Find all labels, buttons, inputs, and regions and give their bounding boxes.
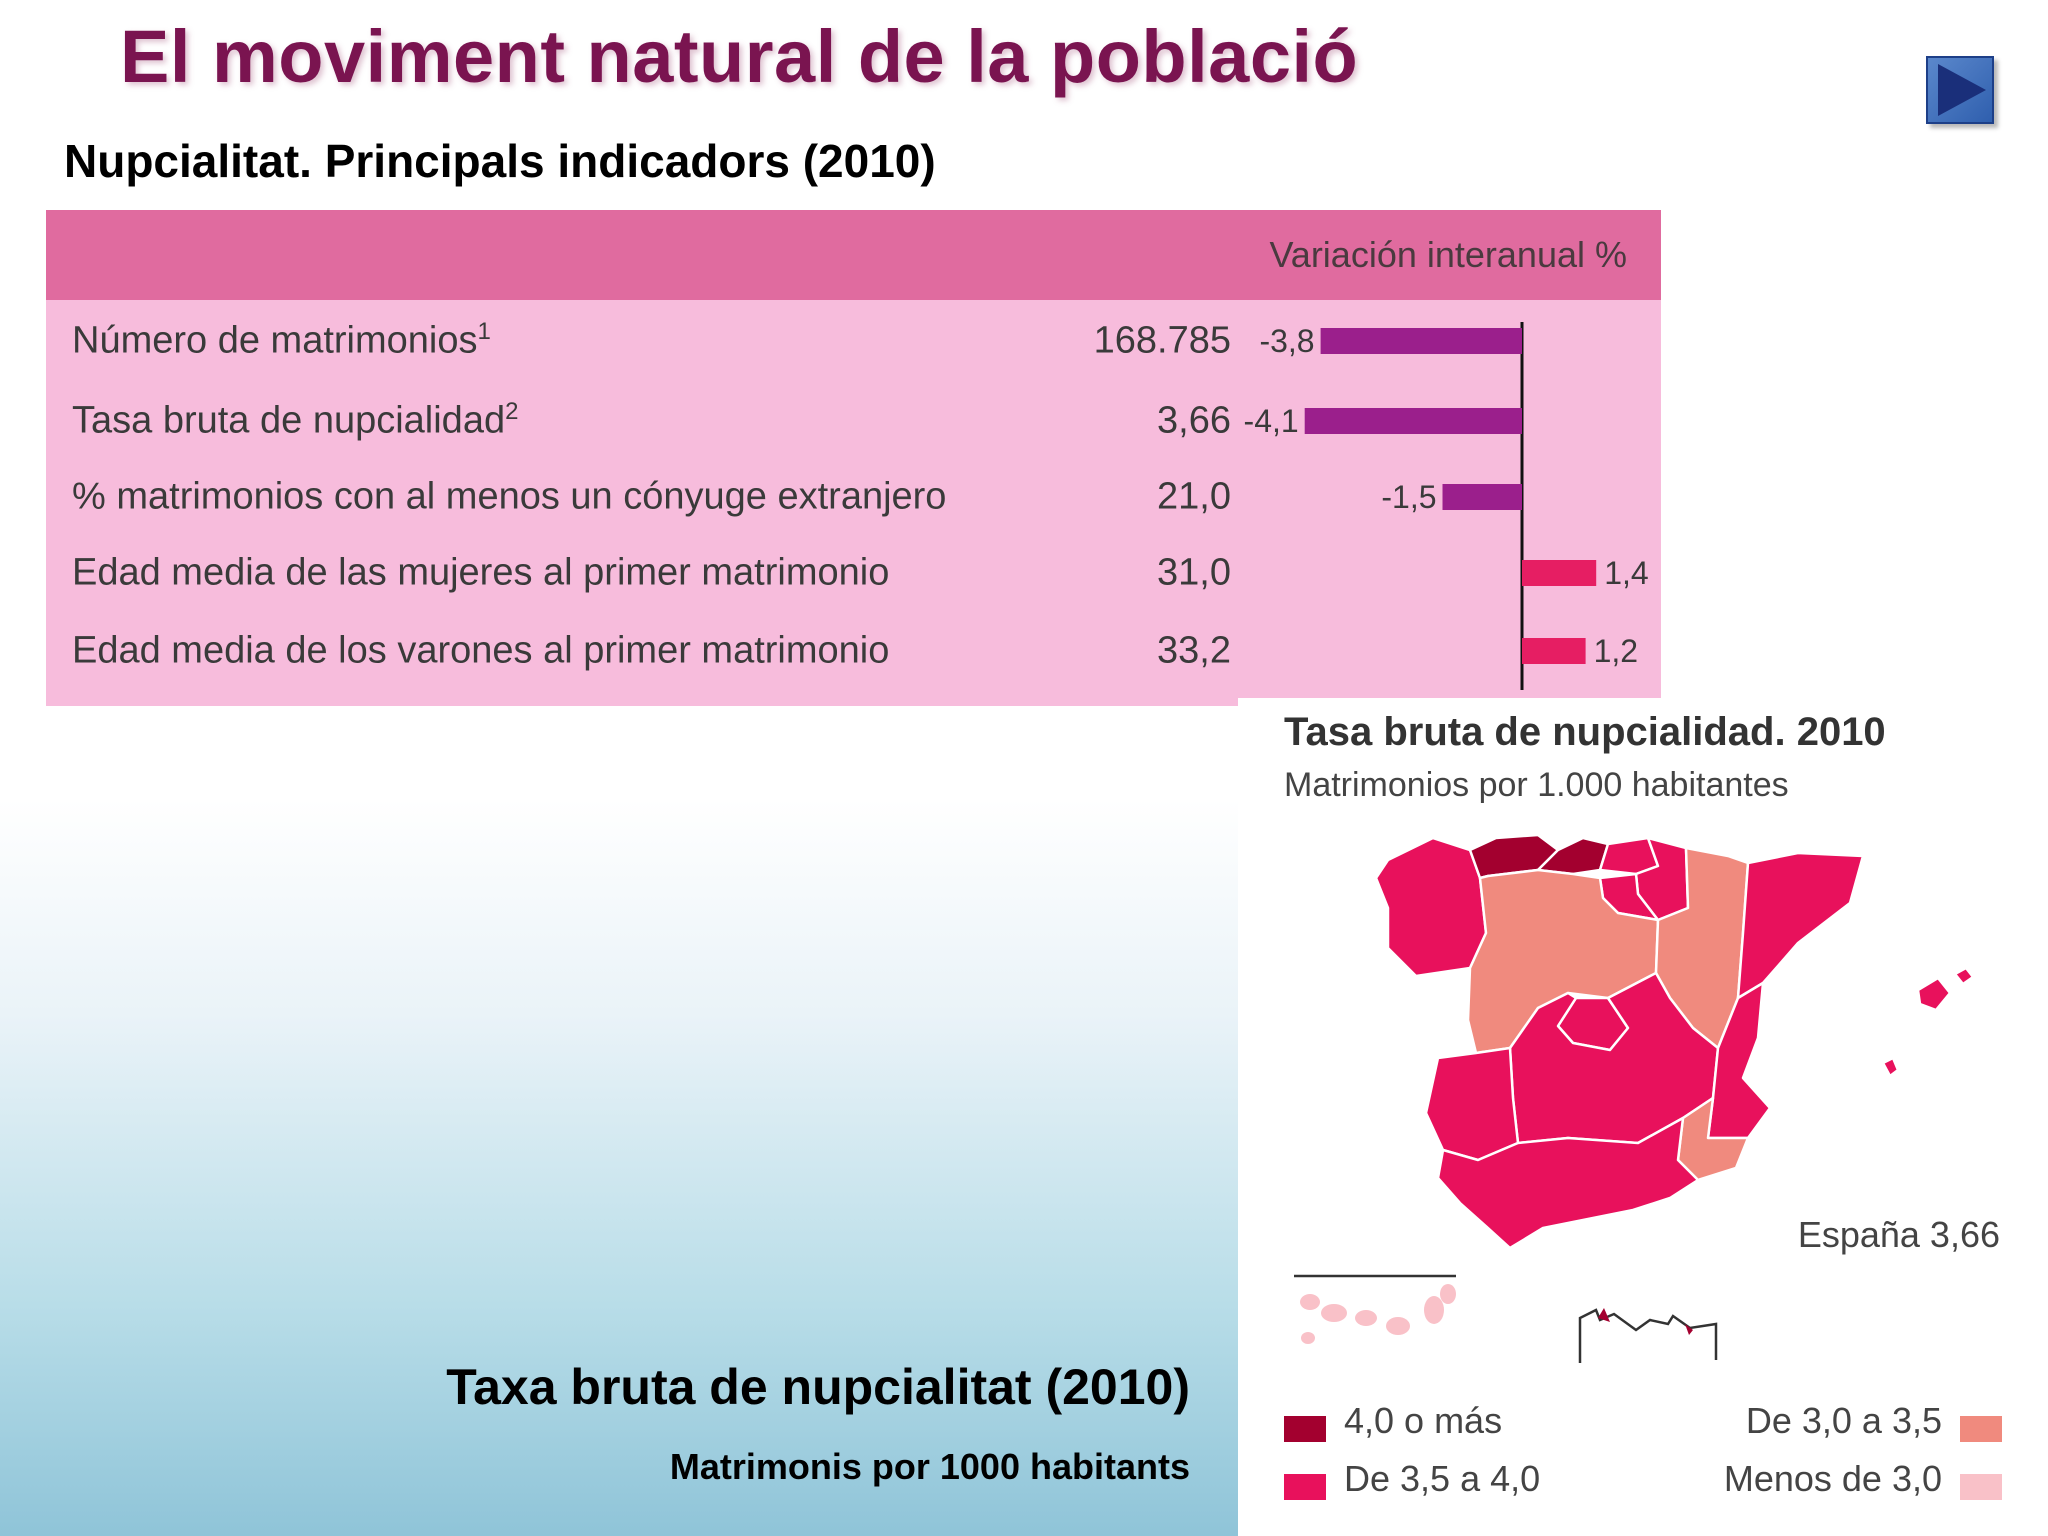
region-extremadura: [1424, 1046, 1520, 1162]
legend-label: De 3,0 a 3,5: [1745, 1400, 1942, 1441]
table-header-label: Variación interanual %: [1269, 234, 1627, 275]
row-value: 3,66: [1157, 399, 1231, 442]
region-canarias: [1300, 1284, 1456, 1344]
play-next-icon: [1938, 64, 1986, 116]
bar-data-label: -1,5: [1381, 479, 1436, 515]
variation-bar: [1522, 638, 1586, 664]
table-subtitle: Nupcialitat. Principals indicadors (2010…: [64, 135, 936, 187]
row-label: Edad media de los varones al primer matr…: [72, 629, 890, 672]
variation-bar: [1442, 484, 1522, 510]
variation-bar-chart: -3,8 -4,1 -1,5 1,4 1,2: [1244, 322, 1649, 690]
row-label: Tasa bruta de nupcialidad2: [72, 397, 519, 442]
region-valencia: [1706, 981, 1772, 1140]
indicators-table: Variación interanual % Número de matrimo…: [46, 210, 1661, 706]
bar-data-label: -3,8: [1259, 323, 1314, 359]
bar-data-label: 1,2: [1594, 633, 1638, 669]
variation-bar: [1320, 328, 1522, 354]
legend-label: Menos de 3,0: [1723, 1458, 1942, 1499]
map-panel: Tasa bruta de nupcialidad. 2010 Matrimon…: [1238, 698, 2048, 1536]
caption-title: Taxa bruta de nupcialitat (2010): [446, 1359, 1190, 1415]
row-value: 21,0: [1157, 475, 1231, 518]
row-label: % matrimonios con al menos un cónyuge ex…: [72, 475, 947, 518]
national-value-label: España 3,66: [1797, 1214, 2000, 1255]
row-value: 168.785: [1093, 319, 1231, 362]
caption-subtitle: Matrimonis por 1000 habitants: [669, 1446, 1190, 1487]
row-value: 33,2: [1157, 629, 1231, 672]
row-label: Número de matrimonios1: [72, 317, 491, 362]
region-andalucia: [1436, 1116, 1700, 1250]
region-galicia: [1374, 836, 1488, 978]
legend-swatch-high: [1284, 1416, 1326, 1442]
variation-bar: [1522, 560, 1597, 586]
legend-swatch-mid-high: [1284, 1474, 1326, 1500]
bar-data-label: 1,4: [1604, 555, 1648, 591]
row-value: 31,0: [1157, 551, 1231, 594]
variation-bar: [1304, 408, 1522, 434]
row-label: Edad media de las mujeres al primer matr…: [72, 551, 890, 594]
region-cataluna: [1736, 851, 1865, 1000]
legend-swatch-mid-low: [1960, 1416, 2002, 1442]
bar-data-label: -4,1: [1244, 403, 1299, 439]
map-title: Tasa bruta de nupcialidad. 2010: [1284, 710, 1886, 754]
slide-title: El moviment natural de la població: [120, 15, 1359, 98]
legend-label: De 3,5 a 4,0: [1344, 1458, 1541, 1499]
legend-swatch-low: [1960, 1474, 2002, 1500]
map-subtitle: Matrimonios por 1.000 habitantes: [1284, 766, 1789, 804]
spain-choropleth-map: [1294, 833, 1975, 1363]
next-slide-button[interactable]: [1926, 56, 1994, 124]
region-baleares: [1881, 966, 1975, 1078]
table-header-band: Variación interanual %: [46, 210, 1661, 300]
legend-label: 4,0 o más: [1344, 1400, 1503, 1441]
